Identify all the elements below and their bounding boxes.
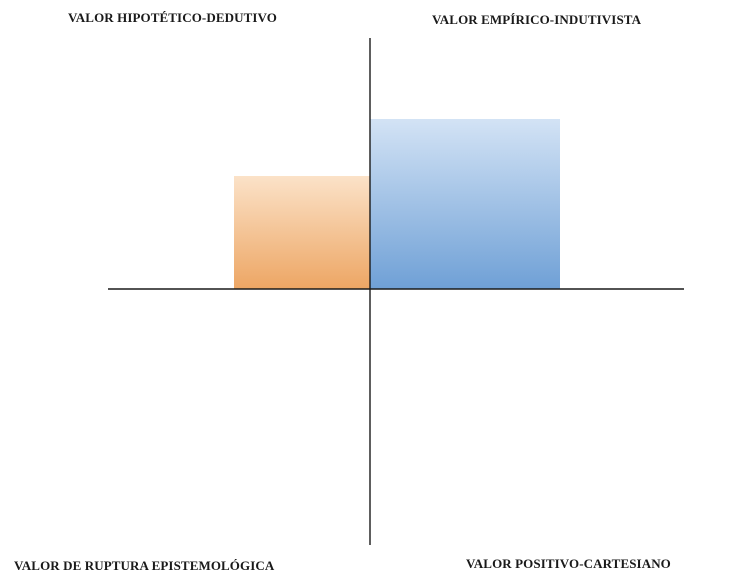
bar-top-left [234,176,370,289]
quadrant-label-ruptura-epistemologica: VALOR DE RUPTURA EPISTEMOLÓGICA [14,558,275,573]
quadrant-label-hipotetico-dedutivo: VALOR HIPOTÉTICO-DEDUTIVO [68,10,277,25]
bar-top-right [370,119,560,289]
quadrant-label-positivo-cartesiano: VALOR POSITIVO-CARTESIANO [466,556,671,571]
bars-group [234,119,560,289]
quadrant-label-empirico-indutivista: VALOR EMPÍRICO-INDUTIVISTA [432,12,642,27]
